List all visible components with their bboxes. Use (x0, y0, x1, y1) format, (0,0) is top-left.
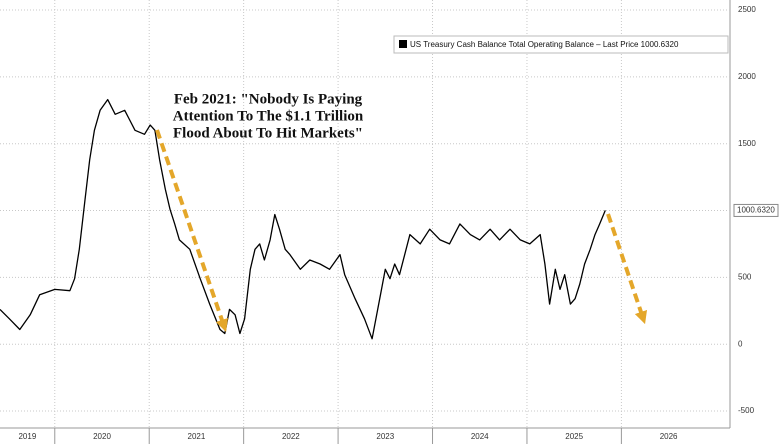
y-tick-label: -500 (738, 406, 755, 415)
y-tick-label: 1500 (738, 139, 756, 148)
x-tick-label: 2019 (18, 432, 36, 441)
y-tick-label: 2000 (738, 72, 756, 81)
y-tick-label: 2500 (738, 5, 756, 14)
x-tick-label: 2022 (282, 432, 300, 441)
x-tick-label: 2020 (93, 432, 111, 441)
arrow (606, 213, 648, 325)
x-tick-label: 2026 (660, 432, 678, 441)
legend-label: US Treasury Cash Balance Total Operating… (410, 40, 679, 49)
annotation: Feb 2021: "Nobody Is Paying (174, 91, 363, 107)
line (0, 98, 606, 340)
last-value-label: 1000.6320 (737, 206, 775, 215)
legend-box (393, 35, 729, 54)
last-value-box (733, 203, 779, 217)
x-tick-label: 2021 (188, 432, 206, 441)
y-tick-label: 0 (738, 339, 743, 348)
x-tick-label: 2024 (471, 432, 489, 441)
y-tick-label: 500 (738, 272, 752, 281)
x-tick-label: 2025 (565, 432, 583, 441)
annotation: Attention To The $1.1 Trillion (173, 108, 364, 124)
legend-swatch (399, 40, 407, 48)
arrow (155, 129, 228, 333)
x-tick-label: 2023 (376, 432, 394, 441)
annotation: Flood About To Hit Markets" (173, 125, 363, 141)
